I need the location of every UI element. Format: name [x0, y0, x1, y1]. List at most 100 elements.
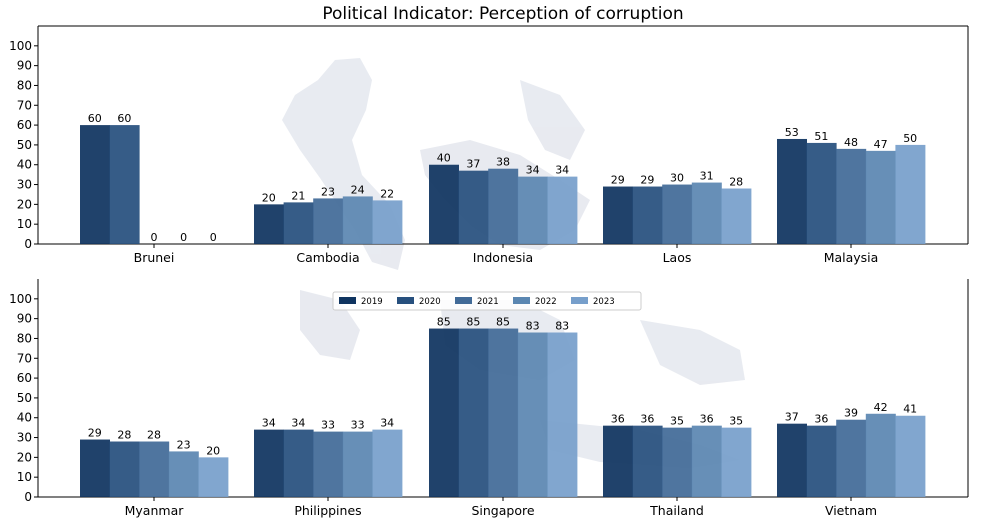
- data-label: 34: [555, 164, 569, 177]
- data-label: 40: [437, 152, 451, 165]
- y-tick-label: 80: [17, 331, 32, 345]
- bar-laos-2021: [662, 184, 693, 244]
- y-tick-label: 100: [9, 292, 32, 306]
- x-tick-label: Philippines: [294, 503, 361, 518]
- legend-swatch: [397, 297, 414, 304]
- data-label: 34: [526, 164, 540, 177]
- data-label: 37: [785, 411, 799, 424]
- y-tick-label: 10: [17, 217, 32, 231]
- data-label: 85: [496, 316, 510, 329]
- data-label: 29: [88, 427, 102, 440]
- legend-label: 2022: [535, 297, 557, 307]
- y-tick-label: 50: [17, 138, 32, 152]
- y-tick-label: 20: [17, 450, 32, 464]
- legend-box: [332, 291, 642, 311]
- data-label: 85: [466, 316, 480, 329]
- bar-malaysia-2022: [865, 150, 896, 244]
- bar-thailand-2020: [632, 425, 663, 497]
- data-label: 35: [729, 415, 743, 428]
- bar-indonesia-2022: [517, 176, 548, 244]
- bar-singapore-2023: [547, 332, 578, 497]
- data-label: 28: [117, 429, 131, 442]
- data-label: 51: [814, 130, 828, 143]
- y-tick-label: 40: [17, 411, 32, 425]
- bar-laos-2022: [691, 182, 722, 244]
- y-tick-label: 20: [17, 197, 32, 211]
- bar-singapore-2019: [429, 328, 459, 497]
- bar-cambodia-2019: [254, 204, 284, 244]
- bar-indonesia-2021: [488, 168, 519, 244]
- bar-thailand-2021: [662, 427, 693, 497]
- legend-swatch: [455, 297, 472, 304]
- data-label: 29: [611, 174, 625, 187]
- data-label: 85: [437, 316, 451, 329]
- legend-label: 2021: [477, 297, 499, 307]
- data-label: 22: [380, 187, 394, 200]
- data-label: 35: [670, 415, 684, 428]
- data-label: 38: [496, 156, 510, 169]
- data-label: 36: [611, 413, 625, 426]
- data-label: 28: [147, 429, 161, 442]
- bar-brunei-2020: [109, 125, 140, 244]
- bar-laos-2023: [721, 188, 752, 244]
- bar-malaysia-2021: [836, 148, 867, 244]
- data-label: 47: [874, 138, 888, 151]
- y-tick-label: 70: [17, 351, 32, 365]
- x-tick-label: Malaysia: [824, 250, 879, 265]
- data-label: 36: [700, 413, 714, 426]
- data-label: 34: [380, 417, 394, 430]
- bar-myanmar-2023: [198, 457, 229, 497]
- data-label: 34: [291, 417, 305, 430]
- legend-label: 2023: [593, 297, 615, 307]
- bar-malaysia-2020: [806, 142, 837, 244]
- data-label: 53: [785, 126, 799, 139]
- legend-swatch: [513, 297, 530, 304]
- data-label: 0: [210, 231, 217, 244]
- bar-laos-2019: [603, 186, 633, 244]
- data-label: 0: [151, 231, 158, 244]
- bar-myanmar-2020: [109, 441, 140, 497]
- bar-vietnam-2021: [836, 419, 867, 497]
- bar-philippines-2023: [372, 429, 403, 497]
- bar-vietnam-2023: [895, 415, 926, 497]
- data-label: 29: [640, 174, 654, 187]
- data-label: 30: [670, 172, 684, 185]
- y-tick-label: 60: [17, 118, 32, 132]
- data-label: 36: [814, 413, 828, 426]
- y-tick-label: 10: [17, 470, 32, 484]
- bar-indonesia-2020: [458, 170, 489, 244]
- x-tick-label: Singapore: [471, 503, 534, 518]
- data-label: 42: [874, 401, 888, 414]
- y-tick-label: 30: [17, 431, 32, 445]
- data-label: 37: [466, 158, 480, 171]
- bar-vietnam-2020: [806, 425, 837, 497]
- legend-label: 2020: [419, 297, 441, 307]
- bar-indonesia-2019: [429, 164, 459, 244]
- bar-philippines-2022: [342, 431, 373, 497]
- data-label: 41: [903, 403, 917, 416]
- legend-swatch: [571, 297, 588, 304]
- x-tick-label: Cambodia: [296, 250, 359, 265]
- panel-top: 0 10 20 30 40 50 60 70 80 90 100 60 60 0 0 0 Brunei 20 21 2…: [9, 25, 969, 265]
- bar-myanmar-2021: [139, 441, 170, 497]
- y-tick-label: 30: [17, 178, 32, 192]
- bar-thailand-2022: [691, 425, 722, 497]
- y-tick-label: 80: [17, 78, 32, 92]
- legend-label: 2019: [361, 297, 383, 307]
- y-tick-label: 90: [17, 59, 32, 73]
- data-label: 60: [117, 112, 131, 125]
- legend-swatch: [339, 297, 356, 304]
- data-label: 60: [88, 112, 102, 125]
- x-tick-label: Brunei: [134, 250, 175, 265]
- bar-laos-2020: [632, 186, 663, 244]
- data-label: 23: [321, 185, 335, 198]
- bar-philippines-2021: [313, 431, 344, 497]
- data-label: 24: [351, 183, 365, 196]
- data-label: 21: [291, 189, 305, 202]
- panel-bottom: 0 10 20 30 40 50 60 70 80 90 100 29 28 28 23 20 Myanmar 3…: [9, 279, 969, 518]
- data-label: 28: [729, 176, 743, 189]
- bar-thailand-2023: [721, 427, 752, 497]
- x-tick-label: Indonesia: [473, 250, 533, 265]
- y-tick-label: 50: [17, 391, 32, 405]
- bar-vietnam-2019: [777, 423, 807, 497]
